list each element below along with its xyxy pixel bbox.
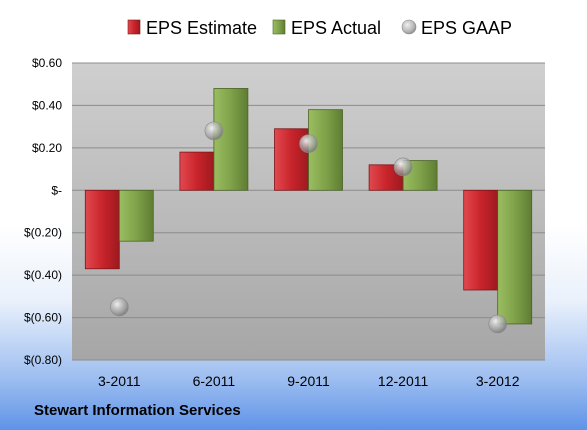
company-name: Stewart Information Services	[34, 402, 241, 419]
legend-label: EPS Estimate	[146, 18, 257, 38]
legend-marker	[401, 19, 417, 35]
eps-actual-bar	[118, 189, 154, 242]
x-category-label: 3-2012	[476, 373, 520, 389]
eps-gaap-marker	[110, 297, 129, 317]
x-category-label: 6-2011	[193, 373, 236, 389]
eps-gaap-marker	[488, 314, 508, 334]
y-tick-label: $(0.80)	[24, 353, 62, 367]
legend-swatch	[127, 19, 141, 35]
eps-estimate-bar	[84, 189, 120, 270]
legend-label: EPS GAAP	[421, 18, 512, 38]
eps-gaap-marker	[204, 121, 224, 141]
eps-estimate-bar	[179, 151, 215, 191]
x-category-label: 9-2011	[287, 373, 330, 389]
y-tick-label: $0.40	[32, 98, 62, 112]
legend-label: EPS Actual	[291, 18, 381, 38]
y-tick-label: $-	[51, 183, 62, 197]
x-category-label: 3-2011	[98, 373, 141, 389]
legend-eps-estimate: EPS Estimate	[127, 18, 257, 38]
eps-actual-bar	[497, 189, 533, 325]
eps-gaap-marker	[393, 157, 413, 177]
y-tick-label: $0.20	[32, 141, 62, 155]
eps-gaap-marker	[299, 134, 318, 153]
y-tick-label: $(0.20)	[24, 226, 62, 240]
legend-eps-gaap: EPS GAAP	[401, 18, 512, 38]
x-category-label: 12-2011	[378, 373, 429, 389]
legend-swatch	[272, 19, 286, 35]
eps-actual-bar	[213, 88, 249, 191]
legend-eps-actual: EPS Actual	[272, 18, 381, 38]
y-tick-label: $0.60	[32, 56, 62, 70]
y-tick-label: $(0.60)	[24, 311, 62, 325]
eps-estimate-bar	[463, 189, 499, 291]
y-tick-label: $(0.40)	[24, 268, 62, 282]
